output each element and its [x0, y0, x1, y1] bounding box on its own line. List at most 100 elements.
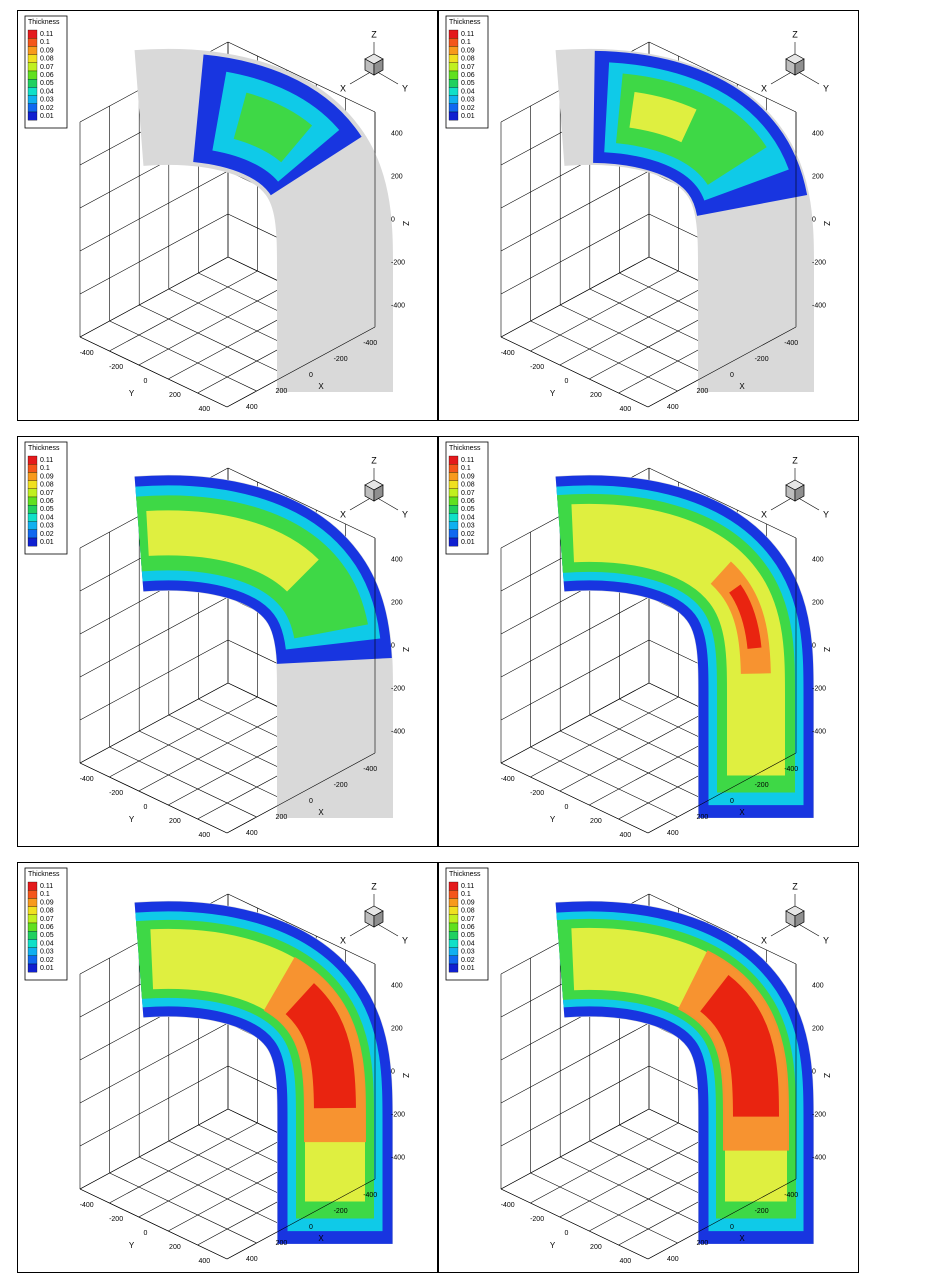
z-tick-label: -400 [812, 728, 826, 735]
legend-label: 0.03 [40, 523, 54, 530]
axis-line [500, 762, 649, 834]
y-tick-label: -400 [501, 350, 515, 357]
x-tick-label: 0 [309, 798, 313, 805]
grid-line [500, 1022, 650, 1104]
grid-line [79, 256, 229, 338]
y-tick-label: -400 [80, 1202, 94, 1209]
z-tick-label: -200 [812, 1111, 826, 1118]
z-tick-label: 200 [391, 1025, 403, 1032]
legend-label: 0.04 [40, 514, 54, 521]
legend-swatch [448, 914, 459, 924]
legend-swatch [27, 931, 38, 940]
legend-swatch [27, 29, 38, 39]
legend-label: 0.04 [40, 88, 54, 95]
legend-swatch [448, 87, 459, 96]
axis-line [647, 1178, 797, 1260]
axis-line [647, 326, 797, 408]
axis-line [79, 336, 228, 408]
z-axis-label: Z [822, 221, 831, 226]
legend-label: 0.09 [40, 899, 54, 906]
legend-label: 0.01 [461, 965, 475, 972]
legend-label: 0.02 [40, 957, 54, 964]
triad-cube [794, 484, 805, 502]
y-tick-label: -200 [109, 364, 123, 371]
z-tick-label: 400 [391, 982, 403, 989]
legend-swatch [448, 472, 459, 481]
legend-swatch [27, 488, 38, 498]
legend-label: 0.03 [40, 949, 54, 956]
triad-cube [794, 58, 805, 76]
grid-line [79, 596, 229, 678]
grid-line [648, 41, 797, 113]
legend-swatch [27, 87, 38, 96]
y-tick-label: 400 [619, 406, 631, 413]
legend-swatch [448, 95, 459, 104]
grid-line [500, 682, 650, 764]
grid-line [559, 710, 708, 792]
x-tick-label: -400 [363, 340, 377, 347]
legend-swatch [27, 947, 38, 956]
legend-label: 0.01 [40, 965, 54, 972]
y-tick-label: 0 [144, 378, 148, 385]
y-tick-label: -400 [80, 776, 94, 783]
legend-swatch [27, 890, 38, 899]
y-tick-label: 400 [619, 1258, 631, 1265]
triad-label: Y [823, 509, 829, 519]
y-tick-label: -200 [109, 790, 123, 797]
y-tick-label: 0 [565, 1230, 569, 1237]
legend-swatch [27, 103, 38, 113]
legend-swatch [27, 62, 38, 72]
z-tick-label: 200 [812, 173, 824, 180]
y-tick-label: 400 [198, 1258, 210, 1265]
legend-label: 0.05 [40, 932, 54, 939]
legend-label: 0.06 [40, 498, 54, 505]
axis-line [226, 326, 376, 408]
triad-label: Z [792, 29, 798, 39]
grid-line [530, 1122, 679, 1204]
contour-band [134, 52, 389, 392]
legend-label: 0.11 [40, 883, 53, 890]
z-tick-label: 400 [812, 556, 824, 563]
contour-band [137, 510, 358, 818]
legend-swatch [448, 455, 459, 465]
y-axis-label: Y [550, 815, 556, 824]
triad-label: X [761, 509, 767, 519]
legend-label: 0.03 [461, 97, 475, 104]
contour-band [557, 71, 791, 392]
z-tick-label: -400 [812, 1154, 826, 1161]
legend-label: 0.02 [461, 105, 475, 112]
legend-swatch [27, 898, 38, 907]
x-tick-label: -200 [755, 1208, 769, 1215]
legend-swatch [448, 890, 459, 899]
y-tick-label: -400 [80, 350, 94, 357]
x-axis-label: X [739, 808, 745, 817]
triad-cube [794, 910, 805, 928]
legend-label: 0.07 [461, 490, 475, 497]
x-tick-label: 200 [697, 814, 709, 821]
z-axis-label: Z [401, 647, 410, 652]
legend-swatch [27, 881, 38, 891]
z-tick-label: -400 [391, 728, 405, 735]
grid-line [648, 467, 797, 539]
y-tick-label: 200 [169, 392, 181, 399]
grid-line [500, 1065, 650, 1147]
axis-line [226, 1178, 376, 1260]
x-axis-label: X [318, 808, 324, 817]
x-tick-label: -400 [363, 1192, 377, 1199]
y-axis-label: Y [550, 389, 556, 398]
legend-label: 0.08 [461, 482, 475, 489]
z-tick-label: 0 [391, 642, 395, 649]
y-tick-label: 400 [198, 406, 210, 413]
grid-line [560, 730, 708, 802]
x-tick-label: -200 [755, 356, 769, 363]
legend-swatch [448, 898, 459, 907]
x-tick-label: 400 [246, 1256, 258, 1263]
legend-label: 0.11 [461, 883, 474, 890]
grid-line [227, 893, 376, 965]
x-tick-label: 400 [246, 830, 258, 837]
x-tick-label: -400 [784, 1192, 798, 1199]
legend-swatch [448, 955, 459, 965]
contour-band [558, 935, 779, 1244]
z-axis-label: Z [822, 647, 831, 652]
